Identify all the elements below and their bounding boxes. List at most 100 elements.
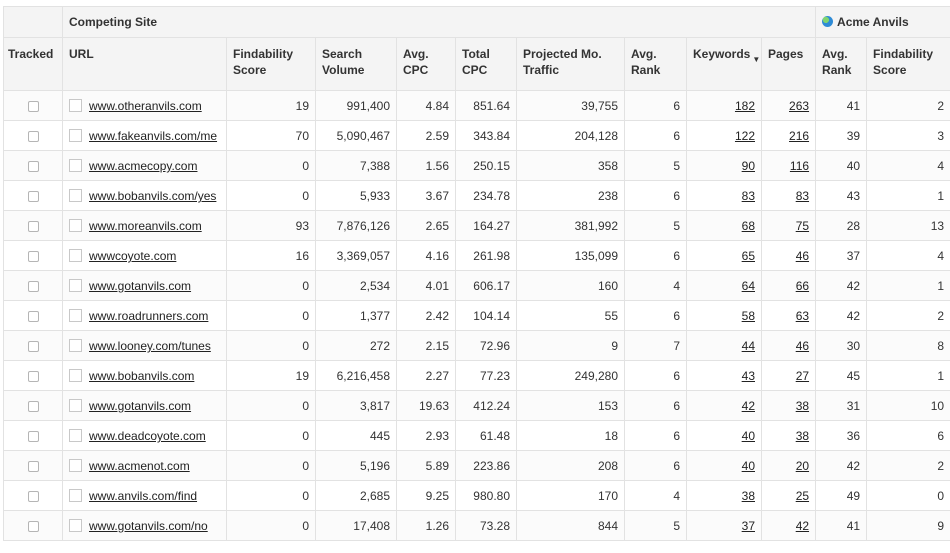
keywords-link[interactable]: 43 — [742, 369, 755, 383]
select-checkbox[interactable] — [69, 279, 82, 292]
select-checkbox[interactable] — [69, 459, 82, 472]
total-cpc-cell: 980.80 — [456, 481, 517, 511]
pages-link[interactable]: 20 — [796, 459, 809, 473]
col-header-search-volume[interactable]: Search Volume — [316, 38, 397, 91]
tracked-checkbox[interactable] — [28, 491, 39, 502]
keywords-link[interactable]: 68 — [742, 219, 755, 233]
select-checkbox[interactable] — [69, 129, 82, 142]
col-header-acme-avg-rank[interactable]: Avg. Rank — [816, 38, 867, 91]
keywords-link[interactable]: 40 — [742, 429, 755, 443]
keywords-link[interactable]: 44 — [742, 339, 755, 353]
select-checkbox[interactable] — [69, 339, 82, 352]
keywords-link[interactable]: 38 — [742, 489, 755, 503]
total-cpc-cell: 234.78 — [456, 181, 517, 211]
tracked-checkbox[interactable] — [28, 371, 39, 382]
pages-link[interactable]: 116 — [790, 159, 809, 173]
col-header-acme-findability[interactable]: Findability Score — [867, 38, 950, 91]
col-header-keywords[interactable]: Keywords▼ — [687, 38, 762, 91]
pages-link[interactable]: 83 — [796, 189, 809, 203]
select-checkbox[interactable] — [69, 159, 82, 172]
pages-link[interactable]: 25 — [796, 489, 809, 503]
url-link[interactable]: www.deadcoyote.com — [89, 429, 206, 443]
url-link[interactable]: www.otheranvils.com — [89, 99, 202, 113]
col-header-url[interactable]: URL — [63, 38, 227, 91]
pages-link[interactable]: 63 — [796, 309, 809, 323]
url-link[interactable]: www.gotanvils.com — [89, 399, 191, 413]
url-cell: www.deadcoyote.com — [63, 421, 227, 451]
total-cpc-cell: 606.17 — [456, 271, 517, 301]
search-volume-cell: 1,377 — [316, 301, 397, 331]
url-link[interactable]: www.fakeanvils.com/me — [89, 129, 217, 143]
findability-cell: 0 — [227, 391, 316, 421]
tracked-checkbox[interactable] — [28, 281, 39, 292]
tracked-checkbox[interactable] — [28, 101, 39, 112]
keywords-link[interactable]: 65 — [742, 249, 755, 263]
col-header-avg-cpc[interactable]: Avg. CPC — [397, 38, 456, 91]
url-link[interactable]: www.acmenot.com — [89, 459, 190, 473]
col-header-avg-rank[interactable]: Avg. Rank — [625, 38, 687, 91]
url-link[interactable]: www.gotanvils.com/no — [89, 519, 208, 533]
url-link[interactable]: www.bobanvils.com — [89, 369, 194, 383]
pages-link[interactable]: 46 — [796, 339, 809, 353]
tracked-checkbox[interactable] — [28, 191, 39, 202]
select-checkbox[interactable] — [69, 519, 82, 532]
tracked-checkbox[interactable] — [28, 161, 39, 172]
url-link[interactable]: www.gotanvils.com — [89, 279, 191, 293]
select-checkbox[interactable] — [69, 429, 82, 442]
tracked-checkbox[interactable] — [28, 311, 39, 322]
col-header-projected-traffic[interactable]: Projected Mo. Traffic — [517, 38, 625, 91]
select-checkbox[interactable] — [69, 399, 82, 412]
url-cell: wwwcoyote.com — [63, 241, 227, 271]
url-link[interactable]: www.moreanvils.com — [89, 219, 202, 233]
tracked-checkbox[interactable] — [28, 251, 39, 262]
tracked-checkbox[interactable] — [28, 401, 39, 412]
select-checkbox[interactable] — [69, 219, 82, 232]
url-link[interactable]: wwwcoyote.com — [89, 249, 176, 263]
select-checkbox[interactable] — [69, 369, 82, 382]
keywords-link[interactable]: 58 — [742, 309, 755, 323]
select-checkbox[interactable] — [69, 489, 82, 502]
keywords-link[interactable]: 37 — [742, 519, 755, 533]
url-link[interactable]: www.roadrunners.com — [89, 309, 208, 323]
keywords-link[interactable]: 83 — [742, 189, 755, 203]
pages-link[interactable]: 38 — [796, 399, 809, 413]
keywords-link[interactable]: 40 — [742, 459, 755, 473]
pages-link[interactable]: 66 — [796, 279, 809, 293]
tracked-checkbox[interactable] — [28, 341, 39, 352]
tracked-checkbox[interactable] — [28, 131, 39, 142]
pages-link[interactable]: 46 — [796, 249, 809, 263]
pages-link[interactable]: 75 — [796, 219, 809, 233]
keywords-link[interactable]: 182 — [735, 99, 755, 113]
select-checkbox[interactable] — [69, 99, 82, 112]
keywords-link[interactable]: 90 — [742, 159, 755, 173]
tracked-checkbox[interactable] — [28, 521, 39, 532]
keywords-link[interactable]: 42 — [742, 399, 755, 413]
url-link[interactable]: www.anvils.com/find — [89, 489, 197, 503]
tracked-checkbox[interactable] — [28, 461, 39, 472]
keywords-link[interactable]: 64 — [742, 279, 755, 293]
select-checkbox[interactable] — [69, 249, 82, 262]
url-link[interactable]: www.bobanvils.com/yes — [89, 189, 216, 203]
url-link[interactable]: www.acmecopy.com — [89, 159, 197, 173]
pages-link[interactable]: 216 — [789, 129, 809, 143]
select-checkbox[interactable] — [69, 309, 82, 322]
pages-link[interactable]: 38 — [796, 429, 809, 443]
total-cpc-cell: 412.24 — [456, 391, 517, 421]
pages-link[interactable]: 42 — [796, 519, 809, 533]
traffic-cell: 208 — [517, 451, 625, 481]
col-header-total-cpc[interactable]: Total CPC — [456, 38, 517, 91]
col-header-pages[interactable]: Pages — [762, 38, 816, 91]
tracked-checkbox[interactable] — [28, 221, 39, 232]
pages-link[interactable]: 27 — [796, 369, 809, 383]
tracked-checkbox[interactable] — [28, 431, 39, 442]
keywords-link[interactable]: 122 — [735, 129, 755, 143]
select-checkbox[interactable] — [69, 189, 82, 202]
col-header-findability[interactable]: Findability Score — [227, 38, 316, 91]
url-link[interactable]: www.looney.com/tunes — [89, 339, 211, 353]
col-header-tracked[interactable]: Tracked — [4, 38, 63, 91]
pages-link[interactable]: 263 — [789, 99, 809, 113]
competing-site-header: Competing Site — [63, 7, 816, 38]
